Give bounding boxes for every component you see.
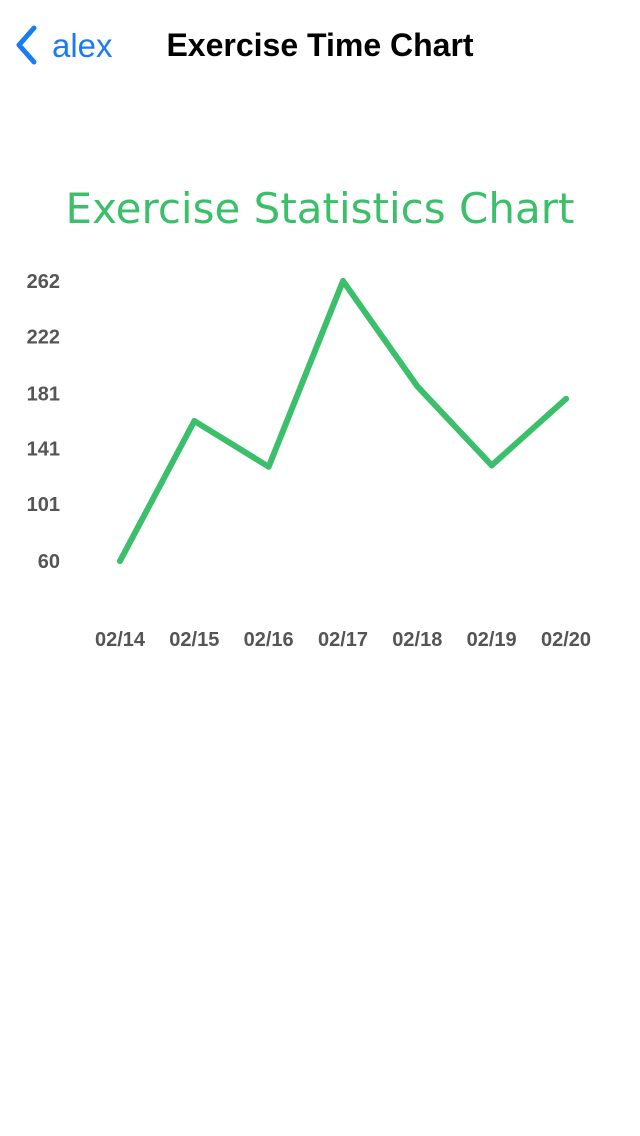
chevron-left-icon (16, 25, 37, 65)
y-tick-label: 141 (27, 439, 60, 461)
data-point (563, 395, 569, 402)
line-chart: 60 101 141 181 222 262 02/14 02/15 02/16 02/17 02/… (27, 271, 591, 651)
x-tick-label: 02/15 (169, 629, 219, 651)
x-tick-label: 02/17 (318, 629, 368, 651)
y-tick-label: 181 (27, 383, 60, 405)
y-tick-label: 101 (27, 494, 60, 516)
x-tick-label: 02/18 (392, 629, 442, 651)
chart-title: Exercise Statistics Chart (65, 184, 575, 233)
y-tick-label: 60 (38, 551, 60, 573)
y-tick-label: 222 (27, 326, 60, 348)
data-point (414, 383, 421, 390)
data-point (117, 558, 123, 564)
x-tick-label: 02/19 (467, 629, 517, 651)
data-point (488, 462, 495, 469)
navigation-bar: alex Exercise Time Chart (0, 0, 640, 88)
data-point (340, 278, 346, 284)
x-tick-label: 02/16 (244, 629, 294, 651)
data-point (265, 463, 272, 470)
x-tick-label: 02/14 (95, 629, 146, 651)
y-tick-label: 262 (27, 271, 60, 293)
data-point (191, 418, 198, 424)
page-title: Exercise Time Chart (166, 27, 474, 63)
back-button-label[interactable]: alex (52, 26, 113, 64)
series-line (117, 278, 569, 564)
x-tick-label: 02/20 (541, 629, 591, 651)
back-button[interactable]: alex (12, 20, 113, 70)
